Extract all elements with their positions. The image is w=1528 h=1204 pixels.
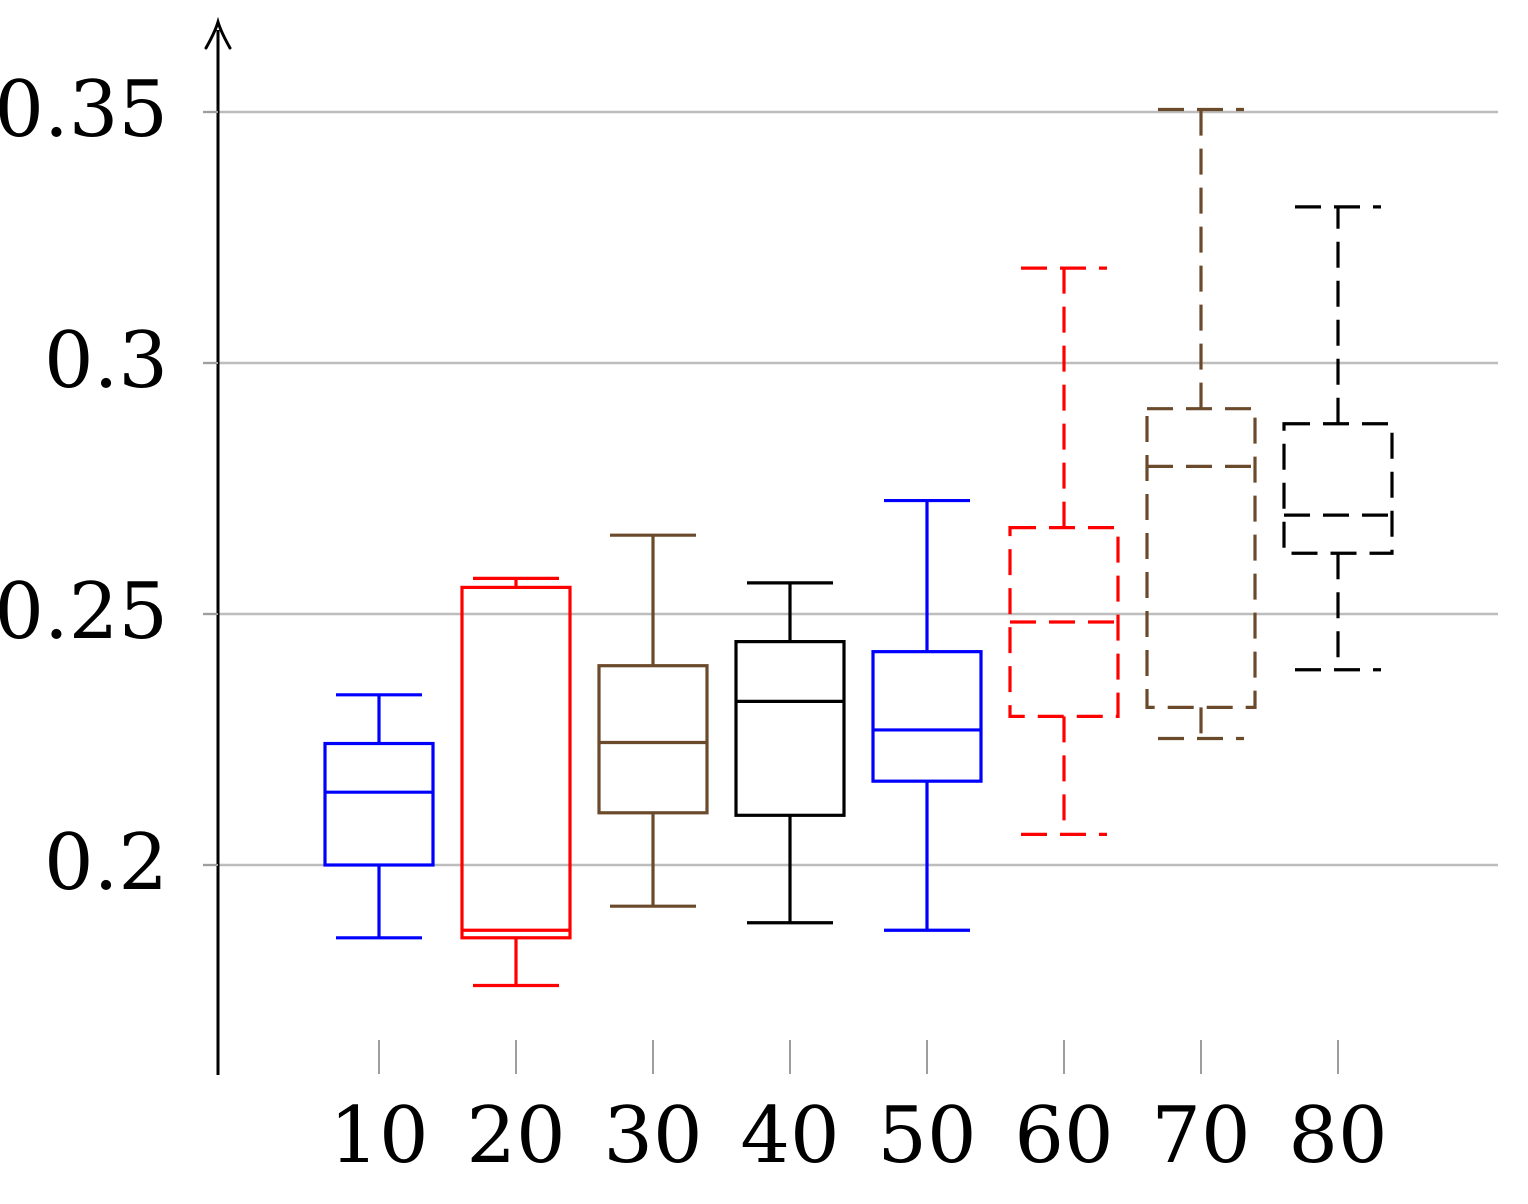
y-tick-label-0.2: 0.2 — [44, 818, 168, 908]
x-tick-label-70: 70 — [1151, 1091, 1250, 1181]
x-tick-label-20: 20 — [466, 1091, 565, 1181]
x-tick-label-30: 30 — [603, 1091, 702, 1181]
box-80 — [1282, 205, 1394, 672]
x-tick-label-60: 60 — [1014, 1091, 1113, 1181]
x-tick-label-80: 80 — [1288, 1091, 1387, 1181]
box-layer — [323, 107, 1394, 988]
y-tick-label-0.3: 0.3 — [44, 316, 168, 406]
box-rect-50 — [871, 650, 983, 783]
x-tick-label-10: 10 — [329, 1091, 428, 1181]
y-tick-label-0.35: 0.35 — [0, 65, 168, 155]
box-50 — [871, 498, 983, 932]
box-rect-80 — [1282, 422, 1394, 555]
box-rect-30 — [597, 664, 709, 815]
box-rect-70 — [1145, 407, 1257, 709]
box-rect-10 — [323, 741, 435, 867]
box-rect-40 — [734, 640, 846, 817]
box-rect-60 — [1008, 526, 1120, 719]
y-tick-label-0.25: 0.25 — [0, 567, 168, 657]
box-10 — [323, 693, 435, 940]
box-60 — [1008, 266, 1120, 836]
box-rect-20 — [460, 585, 572, 940]
box-70 — [1145, 107, 1257, 741]
x-tick-label-50: 50 — [877, 1091, 976, 1181]
grid-layer — [203, 110, 1498, 867]
label-layer: 0.2 0.25 0.3 0.35 10 20 30 40 50 60 70 80 — [0, 65, 1388, 1181]
box-40 — [734, 581, 846, 925]
axis-layer — [203, 16, 1339, 1075]
y-axis-arrowhead — [204, 16, 232, 50]
box-20 — [460, 576, 572, 988]
x-tick-label-40: 40 — [740, 1091, 839, 1181]
box-30 — [597, 533, 709, 908]
